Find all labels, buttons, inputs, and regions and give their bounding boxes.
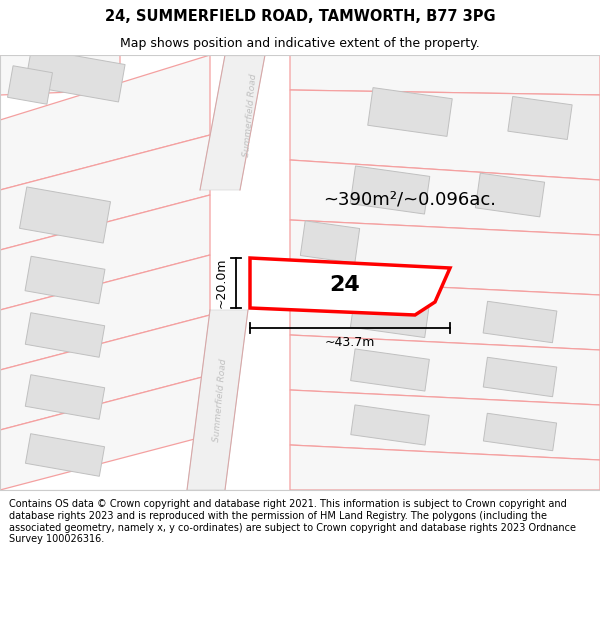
Polygon shape [351,405,429,445]
Text: 24: 24 [329,275,361,295]
Polygon shape [475,173,545,217]
Polygon shape [290,55,600,95]
Polygon shape [25,312,105,358]
Text: Contains OS data © Crown copyright and database right 2021. This information is : Contains OS data © Crown copyright and d… [9,499,576,544]
Polygon shape [483,301,557,343]
Polygon shape [19,187,110,243]
Polygon shape [290,390,600,460]
Polygon shape [200,55,265,190]
Text: ~43.7m: ~43.7m [325,336,375,349]
Polygon shape [290,160,600,235]
Polygon shape [25,48,125,102]
Polygon shape [25,434,104,476]
Polygon shape [368,88,452,136]
Text: ~20.0m: ~20.0m [215,258,228,308]
Text: Summerfield Road: Summerfield Road [212,358,228,442]
Polygon shape [8,66,52,104]
Polygon shape [25,375,105,419]
Polygon shape [0,255,210,370]
Polygon shape [350,349,430,391]
Polygon shape [483,357,557,397]
Polygon shape [187,310,248,490]
Polygon shape [0,55,210,190]
Polygon shape [508,96,572,139]
Polygon shape [250,258,450,315]
Polygon shape [0,195,210,310]
Polygon shape [0,135,210,250]
Text: 24, SUMMERFIELD ROAD, TAMWORTH, B77 3PG: 24, SUMMERFIELD ROAD, TAMWORTH, B77 3PG [104,9,496,24]
Polygon shape [484,413,557,451]
Polygon shape [350,166,430,214]
Text: ~390m²/~0.096ac.: ~390m²/~0.096ac. [323,191,497,209]
Polygon shape [290,445,600,490]
Text: Summerfield Road: Summerfield Road [242,73,258,157]
Polygon shape [290,335,600,405]
Polygon shape [290,90,600,180]
Polygon shape [301,221,359,263]
Polygon shape [25,256,105,304]
Polygon shape [290,280,600,350]
Polygon shape [0,55,120,95]
Polygon shape [0,315,210,430]
Polygon shape [290,220,600,295]
Text: Map shows position and indicative extent of the property.: Map shows position and indicative extent… [120,38,480,51]
Polygon shape [350,292,430,338]
Polygon shape [0,375,210,490]
